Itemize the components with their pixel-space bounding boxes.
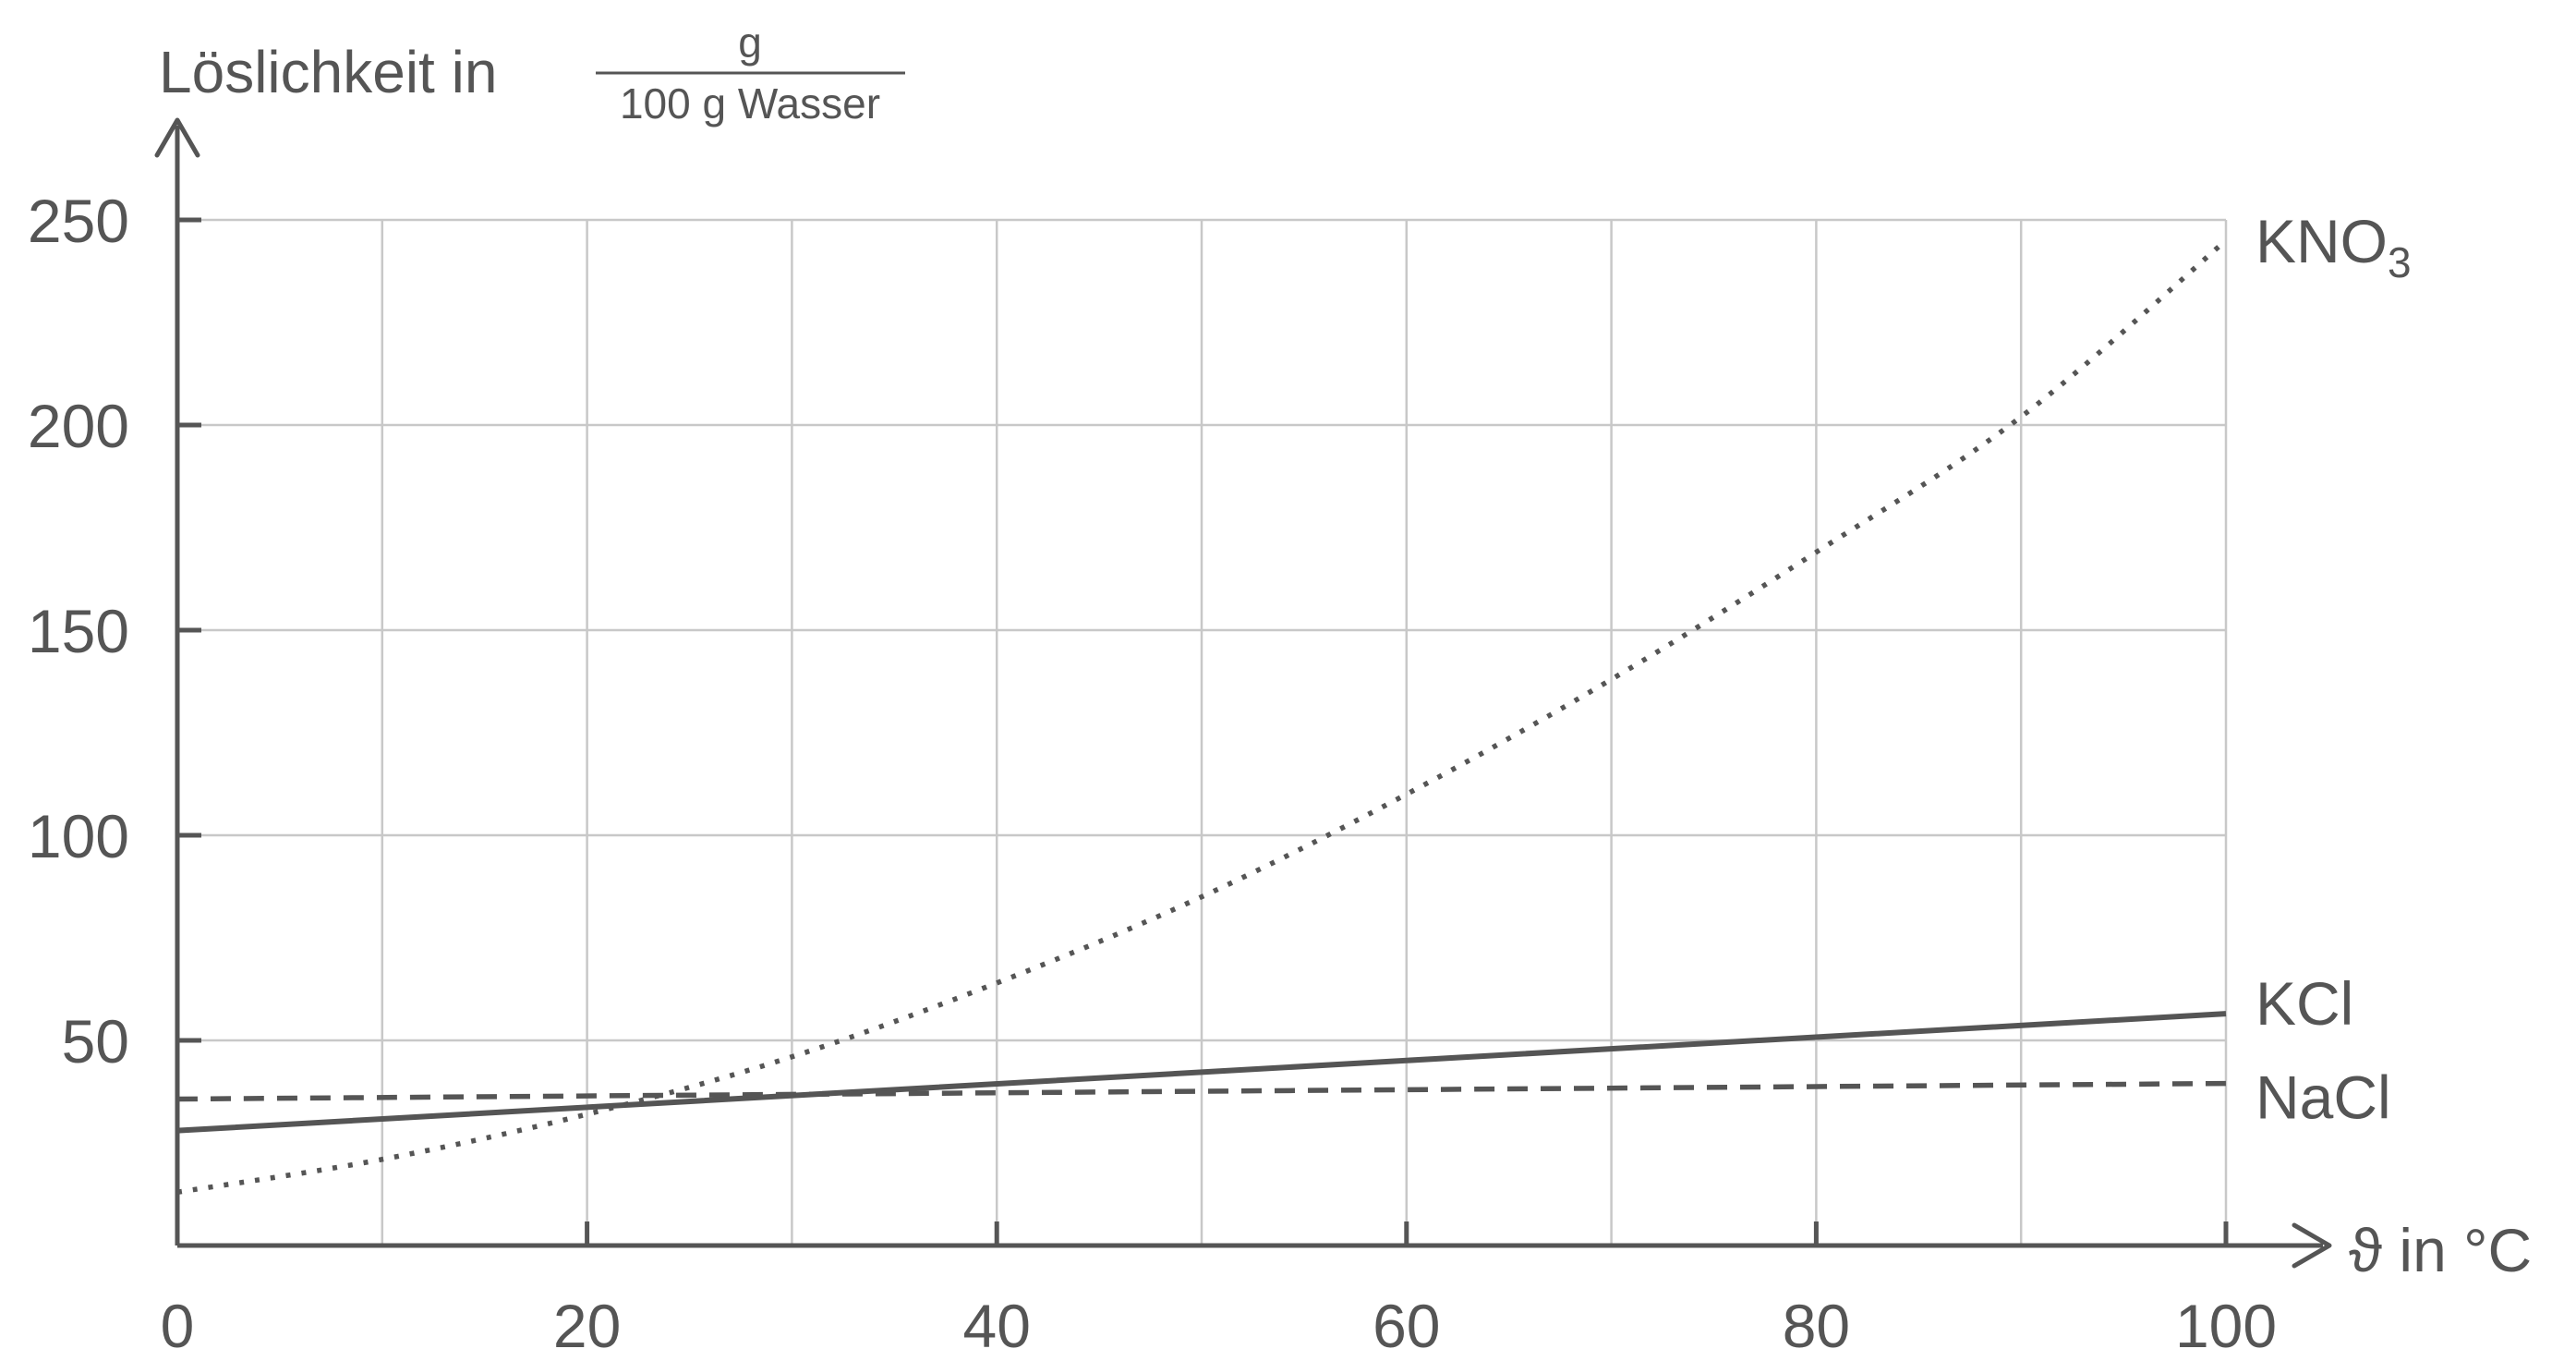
y-tick-label: 100 (28, 802, 129, 870)
x-tick-label: 40 (962, 1292, 1030, 1356)
x-axis-title: ϑ in °C (2349, 1216, 2532, 1284)
grid (177, 218, 2228, 1246)
y-tick-label: 150 (28, 597, 129, 665)
series-lines (176, 238, 2228, 1195)
x-tick-label: 100 (2175, 1292, 2277, 1356)
y-tick-label: 50 (62, 1007, 129, 1075)
series-label-kcl: KCl (2256, 969, 2353, 1038)
series-label-subscript: 3 (2388, 238, 2412, 286)
x-tick-label: 60 (1373, 1292, 1440, 1356)
labels: Löslichkeit in g 100 g Wasser ϑ in °C 0 2… (28, 18, 2532, 1360)
y-axis-unit-numerator: g (738, 18, 762, 67)
series-line-kcl (176, 1011, 2227, 1134)
x-tick-label: 0 (161, 1292, 195, 1356)
y-tick-label: 200 (28, 392, 129, 460)
x-tick-label: 20 (553, 1292, 621, 1356)
series-label-nacl: NaCl (2256, 1063, 2391, 1132)
y-axis-unit-denominator: 100 g Wasser (620, 79, 880, 128)
x-tick-label: 80 (1783, 1292, 1850, 1356)
y-axis-arrow-icon (154, 117, 200, 158)
y-tick-label: 250 (28, 187, 129, 255)
y-axis-title: Löslichkeit in (159, 39, 497, 105)
x-axis-arrow-icon (2292, 1222, 2332, 1269)
axes (154, 117, 2332, 1269)
series-label-kno3: KNO3 (2256, 207, 2412, 286)
